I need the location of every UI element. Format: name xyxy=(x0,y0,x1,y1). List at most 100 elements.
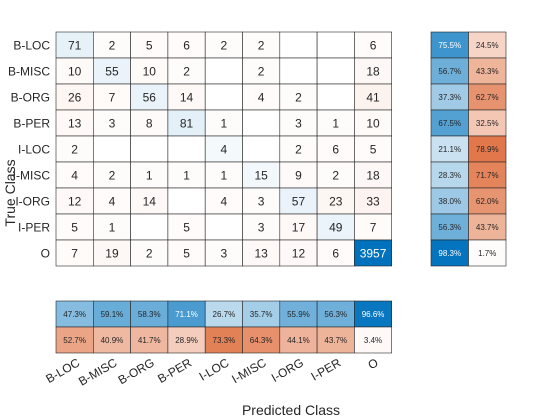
summary-value-label: 28.3% xyxy=(438,171,461,180)
summary-cell xyxy=(279,300,318,328)
cell-value-label: 4 xyxy=(258,91,265,105)
matrix-cell xyxy=(167,239,206,267)
matrix-cell xyxy=(279,135,318,163)
column-summary: 47.3% 52.7% 59.1% 40.9% 58.3% 41.7% 71.1% 28.9%… xyxy=(55,300,392,354)
matrix-cell xyxy=(279,83,318,111)
cell-value-label: 10 xyxy=(68,65,82,79)
cell-value-label: 2 xyxy=(295,143,302,157)
cell-value-label: 15 xyxy=(254,169,268,183)
summary-cell xyxy=(242,326,281,354)
cell-value-label: 6 xyxy=(370,39,377,53)
matrix-cell xyxy=(130,187,169,215)
x-axis-label: Predicted Class xyxy=(242,402,340,418)
cell-value-label: 1 xyxy=(109,221,116,235)
summary-value-label: 43.7% xyxy=(324,336,347,345)
true-class-tick-label: I-PER xyxy=(18,221,50,235)
matrix-cell xyxy=(130,109,169,137)
matrix-cell xyxy=(93,239,131,267)
true-class-tick-label: I-ORG xyxy=(15,195,50,209)
matrix-cell xyxy=(130,31,169,59)
cell-value-label: 5 xyxy=(146,39,153,53)
matrix-cell xyxy=(204,239,243,267)
matrix-cell xyxy=(55,57,94,85)
cell-value-label: 4 xyxy=(71,169,78,183)
cell-value-label: 12 xyxy=(292,247,306,261)
cell-value-label: 56 xyxy=(143,91,157,105)
summary-cell xyxy=(242,300,281,328)
cell-value-label: 5 xyxy=(71,221,78,235)
cell-value-label: 2 xyxy=(71,143,78,157)
cell-value-label: 2 xyxy=(258,65,265,79)
matrix-cell xyxy=(279,57,318,85)
predicted-class-tick-label: I-PER xyxy=(309,355,344,383)
cell-value-label: 1 xyxy=(146,169,153,183)
summary-value-label: 58.3% xyxy=(138,310,161,319)
cell-value-label: 1 xyxy=(221,117,228,131)
cell-value-label: 10 xyxy=(366,117,380,131)
summary-value-label: 98.3% xyxy=(438,249,461,258)
summary-cell xyxy=(55,300,94,328)
summary-cell xyxy=(468,187,507,215)
cell-value-label: 26 xyxy=(68,91,82,105)
predicted-class-tick-label: O xyxy=(365,355,380,372)
cell-value-label: 2 xyxy=(295,91,302,105)
true-class-tick-label: I-LOC xyxy=(18,143,50,157)
summary-cell xyxy=(430,31,469,59)
cell-value-label: 18 xyxy=(366,169,380,183)
cell-value-label: 55 xyxy=(105,65,119,79)
cell-value-label: 5 xyxy=(183,221,190,235)
row-summary: 75.5% 24.5% 56.7% 43.3% 37.3% 62.7% 67.5% 32.5%… xyxy=(430,31,507,267)
cell-value-label: 71 xyxy=(68,39,82,53)
cell-value-label: 2 xyxy=(146,247,153,261)
true-class-tick-label: B-MISC xyxy=(8,65,50,79)
summary-value-label: 32.5% xyxy=(476,119,499,128)
summary-value-label: 73.3% xyxy=(213,336,236,345)
summary-value-label: 71.7% xyxy=(476,171,499,180)
matrix-cell xyxy=(204,187,243,215)
cell-value-label: 3957 xyxy=(360,247,387,261)
matrix-cell xyxy=(93,109,131,137)
y-axis-label: True Class xyxy=(2,159,18,226)
cell-value-label: 3 xyxy=(109,117,116,131)
matrix-cell xyxy=(316,31,355,59)
cell-value-label: 5 xyxy=(183,247,190,261)
summary-value-label: 3.4% xyxy=(364,336,382,345)
cell-value-label: 49 xyxy=(329,221,343,235)
matrix-cell xyxy=(55,31,94,59)
summary-value-label: 21.1% xyxy=(438,145,461,154)
predicted-class-tick-label: I-ORG xyxy=(269,355,306,384)
cell-value-label: 6 xyxy=(183,39,190,53)
matrix-cell xyxy=(204,57,243,85)
matrix-cell xyxy=(316,213,355,241)
summary-cell xyxy=(55,326,94,354)
summary-cell xyxy=(204,326,243,354)
cell-value-label: 4 xyxy=(221,143,228,157)
cell-value-label: 7 xyxy=(71,247,78,261)
summary-cell xyxy=(316,300,355,328)
cell-value-label: 33 xyxy=(366,195,380,209)
summary-cell xyxy=(468,161,507,189)
true-class-tick-labels: B-LOC B-MISC B-ORG B-PER I-LOC I-MISC I-ORG I-P… xyxy=(8,39,50,261)
cell-value-label: 19 xyxy=(105,247,119,261)
matrix-cell xyxy=(55,109,94,137)
predicted-class-tick-label: B-PER xyxy=(155,355,194,386)
cell-value-label: 41 xyxy=(366,91,380,105)
matrix-cell xyxy=(354,135,392,163)
cell-value-label: 7 xyxy=(109,91,116,105)
summary-cell xyxy=(430,239,469,267)
cell-value-label: 10 xyxy=(143,65,157,79)
matrix-cell xyxy=(316,187,355,215)
true-class-tick-label: O xyxy=(41,247,50,261)
matrix-cell xyxy=(354,187,392,215)
summary-cell xyxy=(468,239,507,267)
summary-value-label: 71.1% xyxy=(175,310,198,319)
summary-value-label: 96.6% xyxy=(362,310,385,319)
matrix-cell xyxy=(354,161,392,189)
summary-value-label: 78.9% xyxy=(476,145,499,154)
cell-value-label: 12 xyxy=(68,195,82,209)
predicted-class-tick-label: I-MISC xyxy=(229,355,269,386)
cell-value-label: 2 xyxy=(109,39,116,53)
matrix-cell xyxy=(279,213,318,241)
matrix-cell xyxy=(354,109,392,137)
